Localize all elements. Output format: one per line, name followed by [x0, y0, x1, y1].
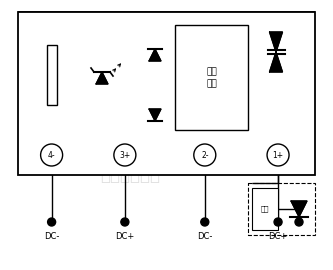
- Circle shape: [274, 218, 282, 226]
- Text: DC+: DC+: [115, 232, 135, 241]
- Text: 测试: 测试: [261, 206, 269, 212]
- Text: 2-: 2-: [201, 150, 208, 160]
- Polygon shape: [269, 52, 282, 72]
- Bar: [18, 12, 315, 175]
- Circle shape: [121, 218, 129, 226]
- Polygon shape: [96, 72, 108, 84]
- Circle shape: [114, 144, 136, 166]
- Bar: [248, 183, 315, 235]
- Bar: [47, 45, 57, 105]
- Polygon shape: [149, 49, 161, 61]
- Circle shape: [41, 144, 63, 166]
- Text: 1+: 1+: [272, 150, 284, 160]
- Bar: [252, 188, 278, 230]
- Text: SEKORM.COM: SEKORM.COM: [103, 136, 237, 154]
- Circle shape: [48, 218, 56, 226]
- Text: 世强元件电商: 世强元件电商: [100, 166, 160, 184]
- Polygon shape: [269, 32, 282, 52]
- Polygon shape: [149, 109, 161, 121]
- Circle shape: [194, 144, 216, 166]
- Circle shape: [267, 144, 289, 166]
- Circle shape: [295, 218, 303, 226]
- Text: DC-: DC-: [44, 232, 59, 241]
- Text: 4-: 4-: [48, 150, 55, 160]
- Text: DC-: DC-: [197, 232, 212, 241]
- Text: DC+: DC+: [268, 232, 288, 241]
- Circle shape: [201, 218, 209, 226]
- Bar: [175, 25, 248, 130]
- Text: 触发
电路: 触发 电路: [206, 67, 217, 88]
- Text: 3+: 3+: [119, 150, 131, 160]
- Polygon shape: [291, 201, 307, 217]
